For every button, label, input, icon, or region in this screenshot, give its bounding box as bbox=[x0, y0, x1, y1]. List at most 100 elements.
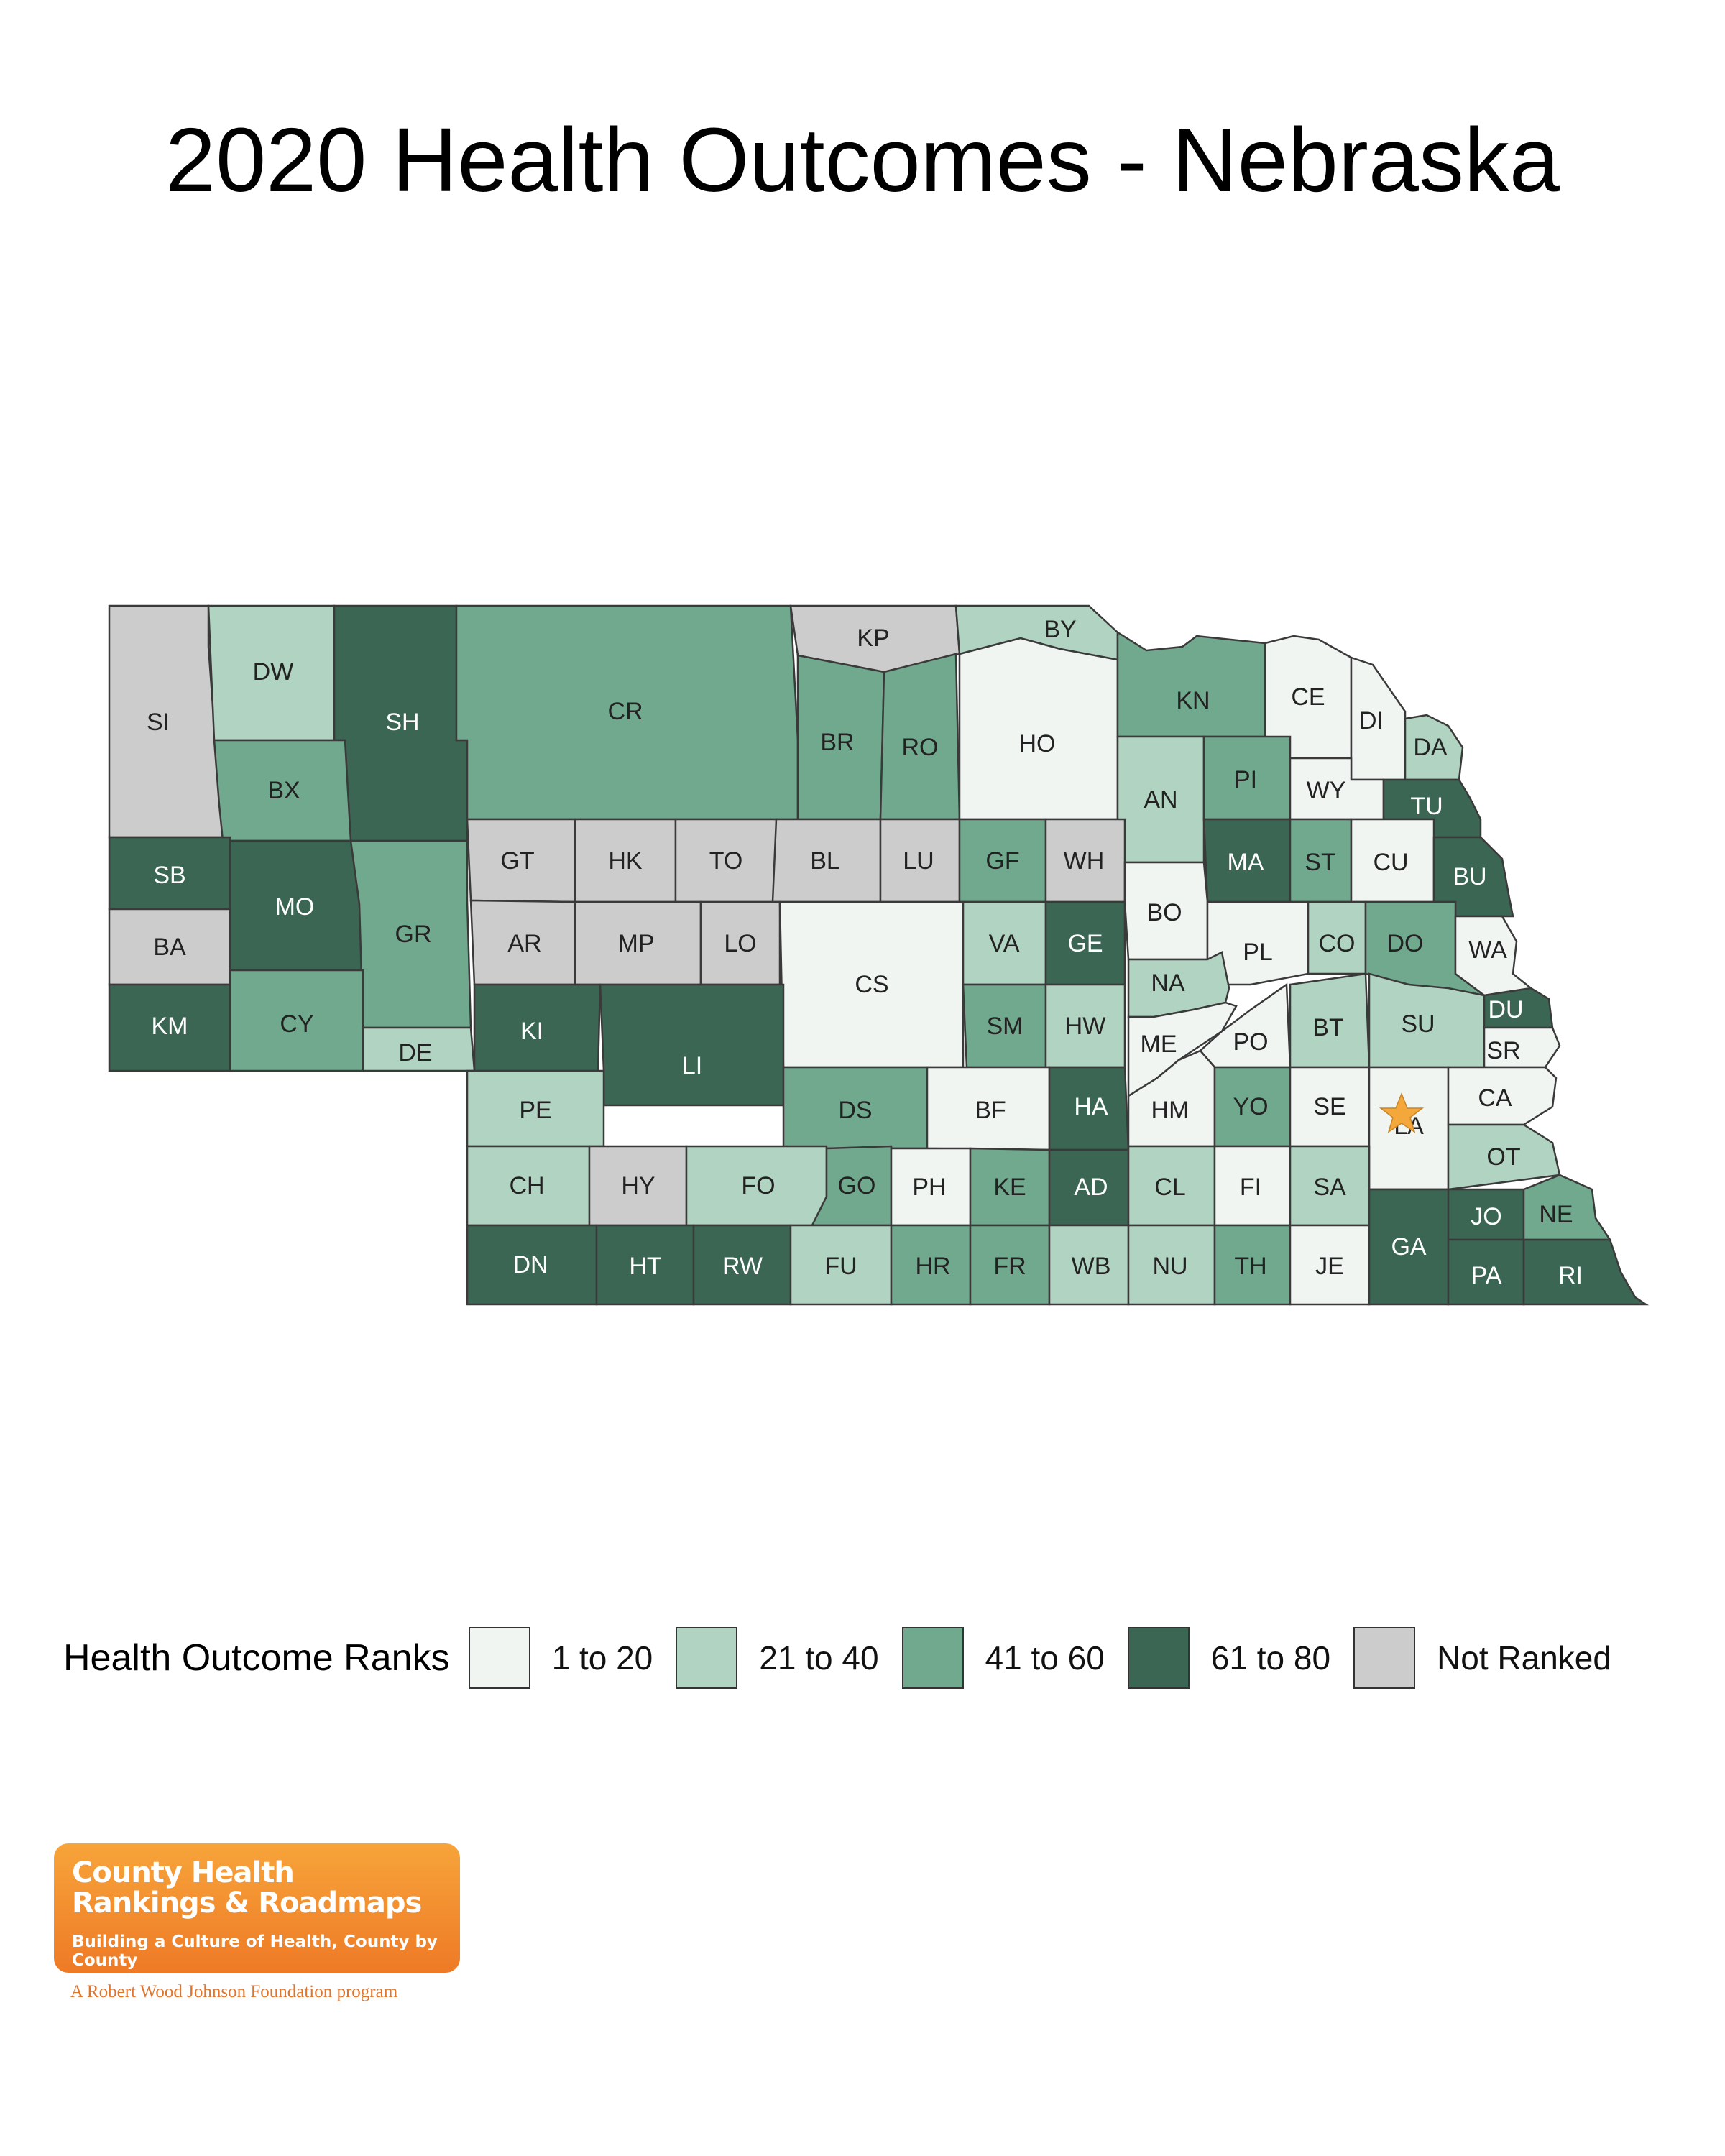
county-label-di: DI bbox=[1359, 707, 1384, 734]
county-label-je: JE bbox=[1315, 1253, 1344, 1280]
legend-label-1-to-20: 1 to 20 bbox=[551, 1639, 653, 1677]
county-label-su: SU bbox=[1401, 1010, 1435, 1038]
county-label-na: NA bbox=[1151, 969, 1185, 997]
county-label-to: TO bbox=[709, 847, 743, 875]
county-label-fo: FO bbox=[741, 1172, 775, 1199]
county-label-ba: BA bbox=[153, 934, 186, 961]
county-label-bo: BO bbox=[1146, 899, 1182, 926]
legend-label-41-to-60: 41 to 60 bbox=[985, 1639, 1105, 1677]
logo-line-2: Rankings & Roadmaps bbox=[72, 1886, 422, 1920]
county-sr bbox=[1483, 1026, 1561, 1069]
county-label-br: BR bbox=[820, 729, 854, 756]
county-label-th: TH bbox=[1234, 1253, 1266, 1280]
county-label-sa: SA bbox=[1313, 1174, 1346, 1201]
county-label-km: KM bbox=[152, 1013, 188, 1040]
county-label-pi: PI bbox=[1234, 766, 1257, 793]
county-label-ar: AR bbox=[507, 930, 541, 957]
county-label-wy: WY bbox=[1307, 777, 1346, 804]
legend-swatch-21-to-40 bbox=[676, 1627, 738, 1689]
county-label-yo: YO bbox=[1233, 1093, 1268, 1120]
county-label-st: ST bbox=[1305, 849, 1335, 876]
county-label-fu: FU bbox=[824, 1253, 857, 1280]
legend-label-21-to-40: 21 to 40 bbox=[759, 1639, 879, 1677]
county-label-mp: MP bbox=[618, 930, 655, 957]
county-label-bu: BU bbox=[1453, 863, 1486, 890]
county-ri bbox=[1522, 1238, 1650, 1306]
county-label-wb: WB bbox=[1072, 1253, 1111, 1280]
county-ho bbox=[958, 637, 1119, 821]
county-label-ph: PH bbox=[912, 1174, 946, 1201]
county-label-du: DU bbox=[1488, 996, 1523, 1023]
county-label-gf: GF bbox=[985, 847, 1019, 875]
county-label-ca: CA bbox=[1478, 1084, 1512, 1112]
county-label-de: DE bbox=[398, 1039, 432, 1067]
legend-swatch-1-to-20 bbox=[468, 1627, 530, 1689]
county-label-cr: CR bbox=[607, 698, 643, 725]
county-label-cs: CS bbox=[855, 971, 888, 998]
county-label-pl: PL bbox=[1243, 939, 1273, 966]
star-icon bbox=[1379, 1092, 1425, 1133]
county-label-ge: GE bbox=[1067, 930, 1103, 957]
county-label-ce: CE bbox=[1291, 683, 1325, 711]
county-label-ga: GA bbox=[1391, 1233, 1426, 1261]
legend-swatch-61-to-80 bbox=[1127, 1627, 1190, 1689]
county-label-tu: TU bbox=[1410, 793, 1443, 820]
legend-swatch-41-to-60 bbox=[901, 1627, 964, 1689]
county-label-hk: HK bbox=[608, 847, 643, 875]
county-label-gr: GR bbox=[395, 921, 432, 948]
legend-label-not-ranked: Not Ranked bbox=[1437, 1639, 1611, 1677]
county-label-co: CO bbox=[1319, 930, 1356, 957]
county-label-sm: SM bbox=[987, 1013, 1024, 1040]
county-label-by: BY bbox=[1044, 616, 1076, 643]
county-label-bf: BF bbox=[975, 1097, 1006, 1124]
county-label-ne: NE bbox=[1539, 1201, 1573, 1228]
county-label-kn: KN bbox=[1176, 687, 1210, 714]
county-label-nu: NU bbox=[1152, 1253, 1187, 1280]
county-label-kp: KP bbox=[857, 625, 889, 652]
county-kn bbox=[1116, 630, 1266, 738]
nebraska-county-map: SI DW SH CR KP BY BX BR RO HO KN CE DI DA AN PI WY TU SB MO… bbox=[108, 604, 1650, 1306]
county-label-me: ME bbox=[1141, 1031, 1177, 1058]
county-label-da: DA bbox=[1413, 734, 1448, 761]
county-layer bbox=[108, 604, 1650, 1306]
county-label-bx: BX bbox=[267, 777, 300, 804]
county-label-ri: RI bbox=[1558, 1262, 1583, 1289]
county-label-pa: PA bbox=[1471, 1262, 1502, 1289]
county-label-layer: SI DW SH CR KP BY BX BR RO HO KN CE DI DA AN PI WY TU SB MO… bbox=[147, 616, 1583, 1289]
county-label-pe: PE bbox=[519, 1097, 551, 1124]
county-label-hw: HW bbox=[1065, 1013, 1106, 1040]
county-label-ht: HT bbox=[629, 1253, 661, 1280]
county-label-ot: OT bbox=[1486, 1143, 1520, 1171]
county-label-li: LI bbox=[682, 1052, 702, 1079]
county-label-lu: LU bbox=[903, 847, 934, 875]
logo-line-1: County Health bbox=[72, 1856, 295, 1889]
county-label-dn: DN bbox=[512, 1251, 548, 1279]
county-label-ds: DS bbox=[838, 1097, 872, 1124]
legend-title: Health Outcome Ranks bbox=[63, 1637, 450, 1679]
county-label-ki: KI bbox=[520, 1018, 543, 1045]
county-label-gt: GT bbox=[500, 847, 534, 875]
county-label-ma: MA bbox=[1228, 849, 1264, 876]
county-label-ad: AD bbox=[1074, 1174, 1108, 1201]
county-label-hr: HR bbox=[915, 1253, 950, 1280]
county-label-ke: KE bbox=[993, 1174, 1026, 1201]
sponsor-credit: A Robert Wood Johnson Foundation program bbox=[70, 1982, 398, 2001]
county-ga bbox=[1368, 1188, 1450, 1306]
county-label-va: VA bbox=[989, 930, 1020, 957]
county-label-ro: RO bbox=[902, 734, 939, 761]
county-ot bbox=[1447, 1123, 1561, 1191]
county-li bbox=[599, 983, 785, 1107]
county-label-cl: CL bbox=[1154, 1174, 1185, 1201]
county-label-wa: WA bbox=[1468, 936, 1507, 964]
map-title: 2020 Health Outcomes - Nebraska bbox=[165, 109, 1560, 211]
legend-label-61-to-80: 61 to 80 bbox=[1210, 1639, 1331, 1677]
logo-tagline: Building a Culture of Health, County by … bbox=[72, 1932, 438, 1970]
county-label-do: DO bbox=[1387, 930, 1424, 957]
county-label-wh: WH bbox=[1064, 847, 1105, 875]
county-health-rankings-logo: County Health Rankings & Roadmaps Buildi… bbox=[54, 1843, 460, 1973]
county-label-rw: RW bbox=[722, 1253, 763, 1280]
county-du bbox=[1483, 987, 1554, 1029]
legend: Health Outcome Ranks 1 to 20 21 to 40 41… bbox=[63, 1626, 1716, 1690]
county-label-si: SI bbox=[147, 709, 170, 736]
county-label-sh: SH bbox=[385, 709, 419, 736]
